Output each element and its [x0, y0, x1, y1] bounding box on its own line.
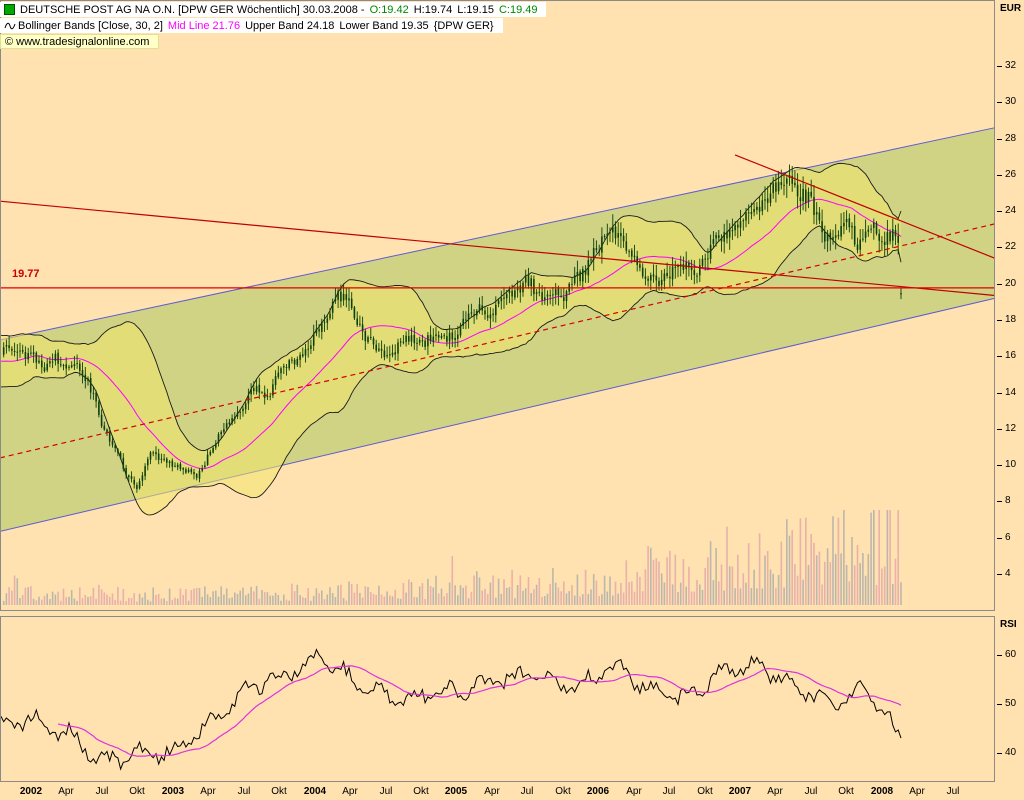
time-axis-month-label: Jul: [804, 786, 818, 797]
rsi-tick-label: 60: [1005, 649, 1017, 660]
time-axis-month-label: Okt: [271, 786, 287, 797]
price-tick-mark: [997, 356, 1002, 357]
price-tick-label: 30: [1005, 96, 1017, 107]
rsi-axis-label: RSI: [1000, 619, 1017, 630]
price-tick-mark: [997, 102, 1002, 103]
bollinger-band: [1, 163, 901, 515]
price-tick-label: 4: [1005, 568, 1011, 579]
time-axis-month-label: Apr: [342, 786, 358, 797]
time-axis-month-label: Apr: [909, 786, 925, 797]
trend-lines: [0, 154, 996, 459]
indicator-wave-icon: [4, 22, 16, 29]
time-axis-month-label: Jul: [379, 786, 393, 797]
candles-series: [2, 164, 902, 493]
price-tick-label: 18: [1005, 314, 1017, 325]
price-axis: EUR 32 30 28 26 24 22 20 18 16 14 12 10 8 6 4: [996, 0, 1024, 612]
price-tick-label: 20: [1005, 278, 1017, 289]
time-axis-month-label: Okt: [838, 786, 854, 797]
time-axis-month-label: Jul: [662, 786, 676, 797]
time-axis-year-label: 2006: [586, 786, 610, 797]
time-axis-month-label: Apr: [767, 786, 783, 797]
time-axis-month-label: Jul: [95, 786, 109, 797]
time-axis-month-label: Okt: [413, 786, 429, 797]
chart-icon: [4, 4, 15, 15]
instrument-header: DEUTSCHE POST AG NA O.N. [DPW GER Wöchen…: [0, 2, 547, 17]
rsi-tick-mark: [997, 753, 1002, 754]
time-axis-month-label: Okt: [129, 786, 145, 797]
price-tick-mark: [997, 247, 1002, 248]
indicator-upper-value: Upper Band 24.18: [245, 19, 335, 32]
indicator-lower-value: Lower Band 19.35: [339, 19, 429, 32]
rsi-tick-label: 40: [1005, 747, 1017, 758]
time-axis-month-label: Jul: [237, 786, 251, 797]
price-level-label: 19.77: [12, 268, 40, 280]
price-tick-label: 22: [1005, 241, 1017, 252]
rsi-chart-canvas[interactable]: [0, 616, 996, 782]
price-axis-unit-label: EUR: [1000, 3, 1022, 14]
time-axis-year-label: 2008: [870, 786, 894, 797]
time-axis-month-label: Okt: [697, 786, 713, 797]
price-tick-mark: [997, 66, 1002, 67]
price-tick-mark: [997, 175, 1002, 176]
price-tick-mark: [997, 465, 1002, 466]
time-axis-year-label: 2007: [728, 786, 752, 797]
rsi-series: [0, 648, 902, 771]
price-tick-mark: [997, 211, 1002, 212]
time-axis-month-label: Jul: [946, 786, 960, 797]
rsi-axis: RSI 60 50 40: [996, 616, 1024, 782]
indicator-header: Bollinger Bands [Close, 30, 2] Mid Line …: [0, 18, 503, 33]
price-tick-mark: [997, 284, 1002, 285]
indicator-midline-value: Mid Line 21.76: [167, 19, 241, 32]
price-tick-mark: [997, 501, 1002, 502]
price-tick-label: 8: [1005, 495, 1011, 506]
time-axis-year-label: 2002: [19, 786, 43, 797]
copyright-text: © www.tradesignalonline.com: [5, 35, 150, 48]
rsi-tick-label: 50: [1005, 698, 1017, 709]
indicator-symbol-ref: {DPW GER}: [433, 19, 494, 32]
time-axis: 2002 Apr Jul Okt 2003 Apr Jul Okt 2004 Apr Jul Okt 2…: [0, 783, 1024, 800]
price-tick-mark: [997, 393, 1002, 394]
price-tick-label: 16: [1005, 350, 1017, 361]
quote-low: L:19.15: [457, 3, 494, 16]
time-axis-year-label: 2004: [303, 786, 327, 797]
price-tick-mark: [997, 538, 1002, 539]
price-tick-label: 26: [1005, 169, 1017, 180]
volume-series: [2, 510, 902, 605]
time-axis-month-label: Apr: [484, 786, 500, 797]
price-tick-label: 14: [1005, 387, 1017, 398]
price-tick-label: 32: [1005, 60, 1017, 71]
price-tick-mark: [997, 139, 1002, 140]
indicator-name: Bollinger Bands [Close, 30, 2]: [18, 19, 163, 32]
price-tick-mark: [997, 320, 1002, 321]
rsi-tick-mark: [997, 704, 1002, 705]
price-tick-label: 28: [1005, 133, 1017, 144]
price-tick-label: 10: [1005, 459, 1017, 470]
price-tick-mark: [997, 574, 1002, 575]
time-axis-month-label: Okt: [555, 786, 571, 797]
time-axis-year-label: 2005: [444, 786, 468, 797]
price-chart-canvas[interactable]: [0, 0, 996, 612]
copyright-banner: © www.tradesignalonline.com: [0, 34, 160, 49]
price-tick-label: 6: [1005, 532, 1011, 543]
time-axis-month-label: Apr: [58, 786, 74, 797]
price-tick-label: 12: [1005, 423, 1017, 434]
time-axis-month-label: Apr: [200, 786, 216, 797]
price-tick-label: 24: [1005, 205, 1017, 216]
price-tick-mark: [997, 429, 1002, 430]
quote-close: C:19.49: [498, 3, 538, 16]
time-axis-month-label: Apr: [626, 786, 642, 797]
rsi-tick-mark: [997, 655, 1002, 656]
quote-high: H:19.74: [413, 3, 453, 16]
instrument-title: DEUTSCHE POST AG NA O.N. [DPW GER Wöchen…: [20, 3, 365, 16]
time-axis-year-label: 2003: [161, 786, 185, 797]
time-axis-month-label: Jul: [520, 786, 534, 797]
quote-open: O:19.42: [369, 3, 409, 16]
